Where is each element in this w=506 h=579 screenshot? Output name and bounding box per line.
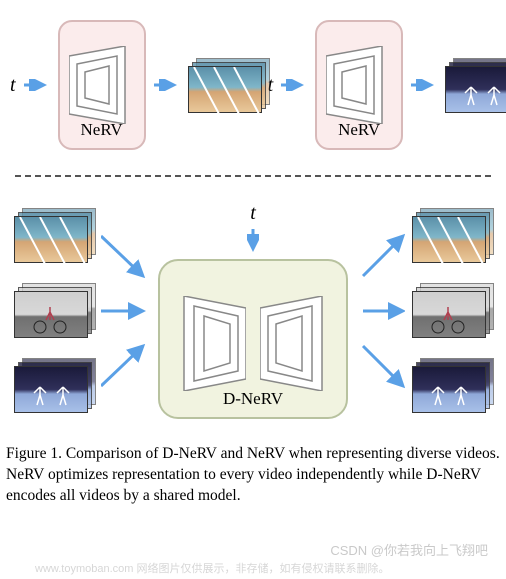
arrow-icon xyxy=(154,79,180,91)
t-input-bottom: t xyxy=(250,202,256,225)
arrow-down-icon xyxy=(247,229,259,255)
figure-caption: Figure 1. Comparison of D-NeRV and NeRV … xyxy=(0,434,506,507)
t-input-left: t xyxy=(10,74,16,97)
arrow-icon xyxy=(281,79,307,91)
input-stack-fencing xyxy=(14,358,94,413)
output-stack-pool xyxy=(188,58,268,113)
net-pair xyxy=(176,288,330,391)
dnerv-label: D-NeRV xyxy=(223,389,283,409)
nerv-label-right: NeRV xyxy=(338,120,380,140)
input-stack-pool xyxy=(14,208,94,263)
decoder-net-icon xyxy=(69,46,135,124)
top-row: t NeRV t xyxy=(0,0,506,165)
caption-text: Comparison of D-NeRV and NeRV when repre… xyxy=(6,445,500,504)
nerv-box-right: NeRV xyxy=(315,20,403,150)
output-stack-bike-b xyxy=(412,283,492,338)
encoder-net-icon xyxy=(176,296,246,391)
nerv-label-left: NeRV xyxy=(81,120,123,140)
figure-container: t NeRV t xyxy=(0,0,506,507)
dnerv-column: t D-NeRV xyxy=(158,202,348,419)
bottom-row: t D-NeRV xyxy=(0,187,506,434)
watermark-text: CSDN @你若我向上飞翔吧 xyxy=(330,540,488,559)
arrow-icon xyxy=(24,79,50,91)
divider-line xyxy=(15,175,491,177)
output-stack-pool-b xyxy=(412,208,492,263)
dnerv-box: D-NeRV xyxy=(158,259,348,419)
output-stack-fencing xyxy=(445,58,506,113)
nerv-box-left: NeRV xyxy=(58,20,146,150)
arrow-bundle-out xyxy=(355,206,405,416)
input-column xyxy=(14,208,94,413)
arrow-icon xyxy=(411,79,437,91)
output-column xyxy=(412,208,492,413)
caption-label: Figure 1. xyxy=(6,445,62,462)
output-stack-fencing-b xyxy=(412,358,492,413)
nerv-unit-right: t NeRV xyxy=(268,20,506,150)
nerv-unit-left: t NeRV xyxy=(10,20,268,150)
decoder-net-icon xyxy=(260,296,330,391)
input-stack-bike xyxy=(14,283,94,338)
decoder-net-icon xyxy=(326,46,392,124)
arrow-bundle-in xyxy=(101,206,151,416)
watermark-text-2: www.toymoban.com 网络图片仅供展示，非存储，如有侵权请联系删除。 xyxy=(35,560,389,576)
